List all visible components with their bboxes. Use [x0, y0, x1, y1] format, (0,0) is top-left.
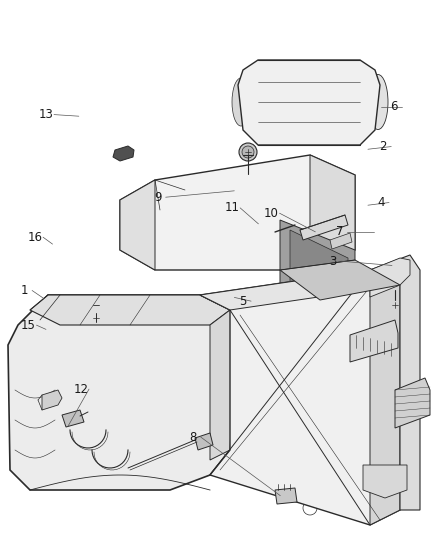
Ellipse shape — [191, 194, 253, 232]
Text: 11: 11 — [225, 201, 240, 214]
Polygon shape — [120, 155, 355, 270]
Polygon shape — [300, 215, 348, 240]
Polygon shape — [310, 155, 355, 270]
Ellipse shape — [237, 177, 259, 193]
Ellipse shape — [357, 445, 413, 485]
Text: 16: 16 — [28, 231, 42, 244]
Polygon shape — [210, 310, 235, 460]
Text: 3: 3 — [329, 255, 336, 268]
Text: 10: 10 — [264, 207, 279, 220]
Polygon shape — [280, 220, 355, 310]
Polygon shape — [42, 390, 62, 410]
Polygon shape — [370, 255, 420, 510]
Polygon shape — [62, 410, 84, 427]
Circle shape — [125, 465, 131, 471]
Circle shape — [390, 300, 400, 310]
Circle shape — [290, 220, 300, 230]
Polygon shape — [370, 258, 410, 297]
Polygon shape — [238, 60, 380, 145]
Polygon shape — [275, 488, 297, 504]
Circle shape — [91, 300, 101, 310]
Ellipse shape — [182, 188, 262, 238]
Text: 2: 2 — [379, 140, 387, 153]
Text: 8: 8 — [189, 431, 196, 443]
Ellipse shape — [242, 146, 254, 158]
Ellipse shape — [232, 78, 250, 126]
Circle shape — [272, 229, 278, 235]
Polygon shape — [330, 233, 352, 249]
Polygon shape — [290, 230, 348, 300]
Polygon shape — [363, 465, 407, 498]
Polygon shape — [200, 270, 400, 310]
Polygon shape — [280, 260, 400, 300]
Polygon shape — [8, 295, 235, 490]
Polygon shape — [350, 320, 398, 362]
Polygon shape — [30, 295, 230, 325]
Text: 13: 13 — [39, 108, 53, 121]
Circle shape — [85, 409, 91, 415]
Circle shape — [88, 297, 104, 313]
Text: 5: 5 — [240, 295, 247, 308]
Ellipse shape — [239, 143, 257, 161]
Text: 7: 7 — [336, 225, 343, 238]
Polygon shape — [113, 146, 134, 161]
Ellipse shape — [117, 149, 131, 157]
Text: 6: 6 — [390, 100, 398, 113]
Ellipse shape — [363, 449, 407, 481]
Polygon shape — [370, 270, 400, 525]
Text: 15: 15 — [21, 319, 36, 332]
Polygon shape — [195, 433, 213, 450]
Ellipse shape — [272, 75, 367, 130]
Text: 4: 4 — [377, 196, 385, 209]
Ellipse shape — [233, 174, 263, 196]
Polygon shape — [395, 378, 430, 428]
Text: 1: 1 — [20, 284, 28, 297]
Circle shape — [103, 429, 109, 435]
Polygon shape — [200, 270, 400, 525]
Polygon shape — [120, 180, 155, 270]
Ellipse shape — [369, 454, 401, 477]
Ellipse shape — [368, 75, 388, 130]
Text: 9: 9 — [154, 191, 162, 204]
Text: 12: 12 — [74, 383, 88, 395]
